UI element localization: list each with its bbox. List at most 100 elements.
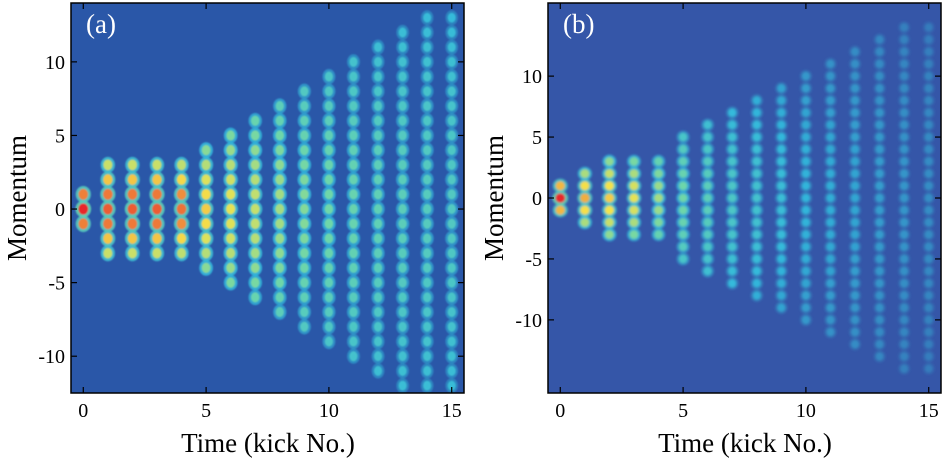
momentum-peak <box>398 380 407 391</box>
momentum-peak <box>802 96 810 105</box>
momentum-peak <box>349 262 358 273</box>
momentum-peak <box>777 193 786 203</box>
momentum-peak <box>423 248 432 259</box>
momentum-peak <box>802 267 810 276</box>
momentum-peak <box>555 181 565 191</box>
momentum-peak <box>900 291 908 300</box>
momentum-peak <box>875 157 884 166</box>
momentum-peak <box>447 42 456 53</box>
momentum-peak <box>398 101 407 111</box>
momentum-peak <box>250 277 260 288</box>
momentum-peak <box>398 292 407 303</box>
momentum-peak <box>374 42 383 53</box>
momentum-peak <box>924 120 933 129</box>
momentum-peak <box>875 84 884 93</box>
momentum-peak <box>851 96 859 105</box>
momentum-peak <box>925 47 933 56</box>
panel-a: 0 5 10 15 10 5 0 -5 -10 (a) Time (kick No.) Mome… <box>2 2 465 458</box>
kick-column <box>75 185 92 233</box>
momentum-peak <box>826 169 835 178</box>
y-tick-label: 5 <box>55 125 65 147</box>
momentum-peak <box>373 262 383 273</box>
momentum-peak <box>777 254 786 263</box>
kick-column <box>124 156 141 262</box>
momentum-peak <box>826 145 835 154</box>
momentum-peak <box>349 101 358 112</box>
momentum-peak <box>349 174 358 185</box>
momentum-peak <box>703 230 712 239</box>
momentum-peak <box>447 71 456 82</box>
momentum-peak <box>275 248 285 259</box>
momentum-peak <box>398 321 407 332</box>
momentum-peak <box>324 248 334 259</box>
momentum-peak <box>728 254 737 264</box>
momentum-peak <box>654 230 663 239</box>
momentum-peak <box>250 174 260 185</box>
momentum-peak <box>851 206 859 215</box>
momentum-peak <box>103 174 113 185</box>
momentum-peak <box>349 115 358 126</box>
momentum-peak <box>728 181 737 190</box>
momentum-peak <box>324 307 334 318</box>
momentum-peak <box>802 145 810 154</box>
momentum-peak <box>152 218 162 230</box>
momentum-peak <box>226 277 235 288</box>
momentum-peak <box>728 108 737 117</box>
momentum-peak <box>752 96 761 105</box>
momentum-peak <box>324 292 334 303</box>
momentum-peak <box>176 233 187 244</box>
momentum-peak <box>703 169 712 178</box>
momentum-peak <box>875 340 884 349</box>
momentum-peak <box>924 96 933 105</box>
momentum-peak <box>851 193 859 203</box>
momentum-peak <box>398 248 407 259</box>
momentum-peak <box>826 193 835 203</box>
momentum-peak <box>900 120 908 129</box>
momentum-peak <box>580 169 590 179</box>
momentum-peak <box>924 242 933 251</box>
momentum-peak <box>152 247 162 259</box>
momentum-peak <box>900 352 908 361</box>
momentum-peak <box>728 132 737 142</box>
momentum-peak <box>604 193 615 203</box>
momentum-peak <box>703 132 712 142</box>
momentum-peak <box>349 71 358 82</box>
momentum-peak <box>374 71 383 82</box>
momentum-peak <box>924 181 933 190</box>
momentum-peak <box>275 145 285 156</box>
momentum-peak <box>250 248 260 259</box>
momentum-peak <box>374 366 383 376</box>
kick-column <box>922 21 935 375</box>
momentum-peak <box>152 203 162 215</box>
momentum-peak <box>875 328 884 337</box>
momentum-peak <box>826 120 835 129</box>
momentum-peak <box>678 193 688 203</box>
momentum-peak <box>423 174 432 185</box>
momentum-peak <box>875 267 884 276</box>
momentum-peak <box>447 159 456 170</box>
momentum-peak <box>349 351 358 362</box>
momentum-peak <box>423 321 432 332</box>
momentum-peak <box>423 12 432 23</box>
momentum-peak <box>349 336 358 347</box>
kick-column <box>725 106 739 290</box>
momentum-peak <box>678 205 688 215</box>
momentum-peak <box>925 352 933 361</box>
y-tick-label: 5 <box>532 127 542 149</box>
momentum-peak <box>176 218 187 230</box>
momentum-peak <box>752 230 761 239</box>
momentum-peak <box>851 169 859 178</box>
momentum-peak <box>555 193 566 203</box>
momentum-peak <box>324 218 334 229</box>
momentum-peak <box>447 12 456 23</box>
kick-column <box>898 21 911 375</box>
momentum-peak <box>201 145 211 156</box>
momentum-peak <box>300 86 309 97</box>
momentum-peak <box>127 218 138 230</box>
momentum-peak <box>349 189 358 200</box>
momentum-peak <box>300 189 309 200</box>
momentum-peak <box>201 218 211 230</box>
momentum-peak <box>629 169 639 179</box>
momentum-peak <box>703 267 712 276</box>
